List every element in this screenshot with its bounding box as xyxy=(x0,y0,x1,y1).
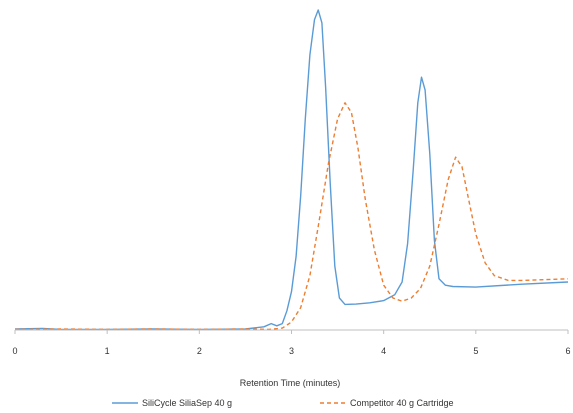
x-tick-label: 5 xyxy=(473,346,478,356)
legend-label-2: Competitor 40 g Cartridge xyxy=(350,398,454,408)
x-tick-label: 2 xyxy=(197,346,202,356)
legend: SiliCycle SiliaSep 40 g Competitor 40 g C… xyxy=(112,398,454,408)
x-tick-label: 3 xyxy=(289,346,294,356)
series-line-1 xyxy=(14,9,569,331)
legend-label-1: SiliCycle SiliaSep 40 g xyxy=(142,398,232,408)
plot-area xyxy=(14,9,569,331)
x-tick-label: 1 xyxy=(105,346,110,356)
x-axis: 0 1 2 3 4 5 6 xyxy=(12,329,571,356)
x-tick-label: 6 xyxy=(565,346,570,356)
x-tick-label: 0 xyxy=(12,346,17,356)
series-line-2 xyxy=(14,102,569,331)
x-axis-title: Retention Time (minutes) xyxy=(240,378,341,388)
x-tick-label: 4 xyxy=(381,346,386,356)
